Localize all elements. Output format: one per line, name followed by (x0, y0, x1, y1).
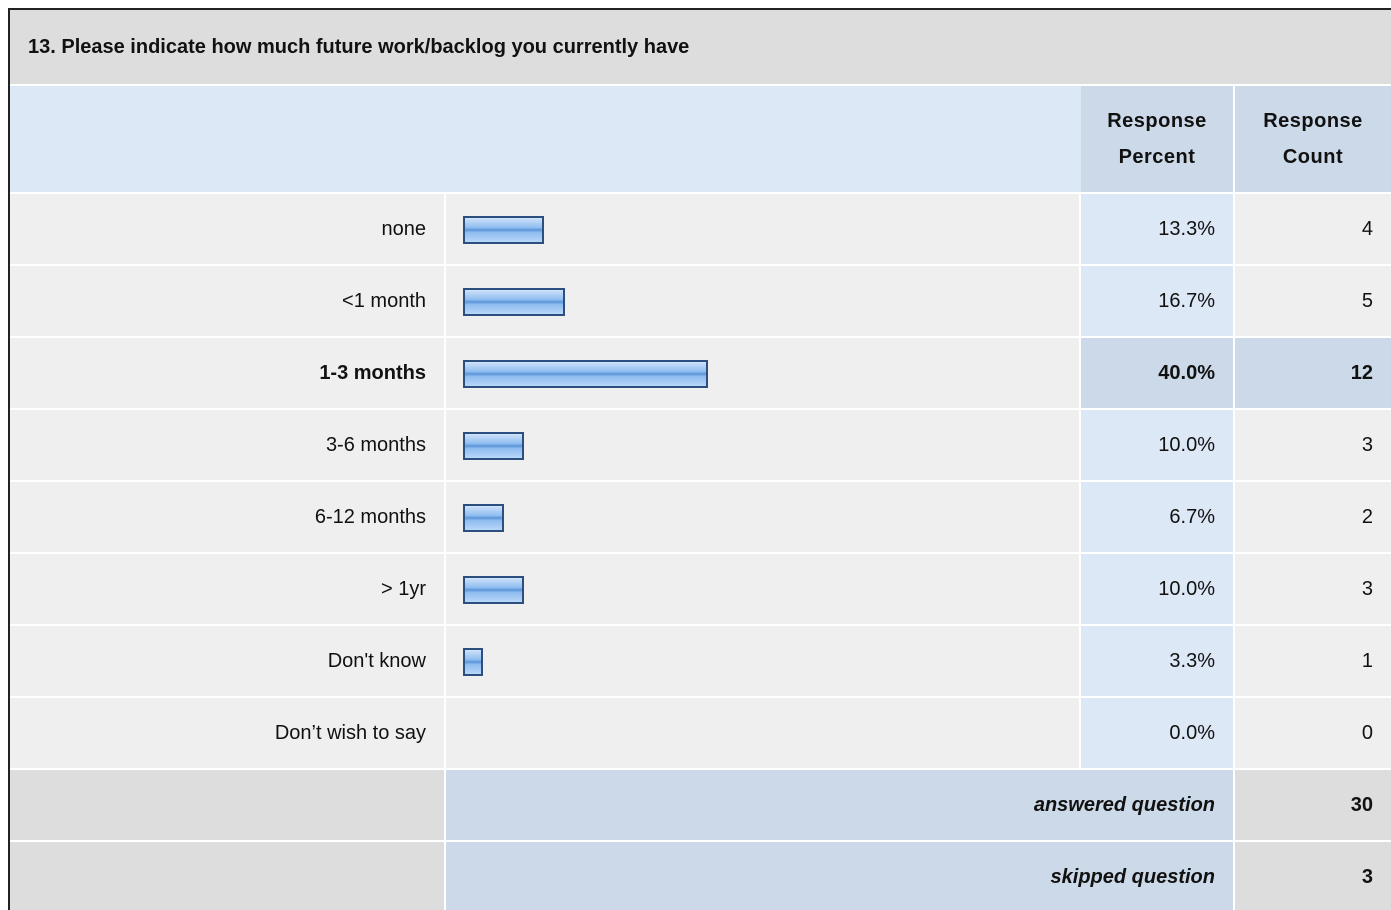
percent: 6.7% (1081, 482, 1235, 554)
header-blank (10, 86, 1235, 194)
row-label: Don’t wish to say (10, 698, 446, 770)
count: 3 (1235, 410, 1391, 482)
bar (463, 576, 525, 604)
percent: 10.0% (1081, 554, 1235, 626)
count: 1 (1235, 626, 1391, 698)
percent: 40.0% (1081, 338, 1235, 410)
count: 12 (1235, 338, 1391, 410)
bar (463, 648, 484, 676)
row-label: 6-12 months (10, 482, 446, 554)
row-label: <1 month (10, 266, 446, 338)
summary-label: skipped question (446, 842, 1235, 910)
bar-cell (446, 482, 1081, 554)
row-label: 3-6 months (10, 410, 446, 482)
bar-cell (446, 194, 1081, 266)
percent: 3.3% (1081, 626, 1235, 698)
percent: 13.3% (1081, 194, 1235, 266)
bar-cell (446, 626, 1081, 698)
count: 0 (1235, 698, 1391, 770)
summary-blank (10, 842, 446, 910)
row-label: > 1yr (10, 554, 446, 626)
count: 3 (1235, 554, 1391, 626)
header: Response Percent (1081, 86, 1235, 194)
percent: 0.0% (1081, 698, 1235, 770)
bar-cell (446, 554, 1081, 626)
bar (463, 288, 566, 316)
survey-table: 13. Please indicate how much future work… (8, 8, 1391, 910)
row-label: Don't know (10, 626, 446, 698)
bar-cell (446, 410, 1081, 482)
count: 5 (1235, 266, 1391, 338)
row-label: none (10, 194, 446, 266)
summary-blank (10, 770, 446, 842)
count: 2 (1235, 482, 1391, 554)
summary-count: 30 (1235, 770, 1391, 842)
row-label: 1-3 months (10, 338, 446, 410)
percent: 10.0% (1081, 410, 1235, 482)
bar-cell (446, 698, 1081, 770)
count: 4 (1235, 194, 1391, 266)
percent: 16.7% (1081, 266, 1235, 338)
header: Response Count (1235, 86, 1391, 194)
bar (463, 216, 545, 244)
bar (463, 360, 708, 388)
summary-label: answered question (446, 770, 1235, 842)
bar (463, 504, 505, 532)
summary-count: 3 (1235, 842, 1391, 910)
bar (463, 432, 525, 460)
title: 13. Please indicate how much future work… (10, 10, 1391, 86)
